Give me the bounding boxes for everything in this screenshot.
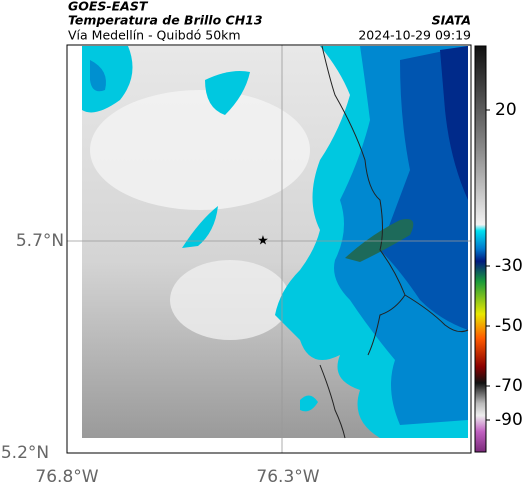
lat-label: 5.2°N (1, 443, 49, 463)
coastline (319, 45, 469, 439)
satellite-title: GOES-EAST (68, 0, 149, 14)
colorbar (474, 45, 487, 453)
map-frame (66, 44, 472, 454)
satellite-image (82, 46, 468, 438)
colorbar-tick-label: -30 (495, 256, 523, 276)
colorbar-tick-label: -90 (495, 410, 523, 430)
lon-label: 76.8°W (35, 467, 98, 487)
crosshair (67, 45, 471, 453)
product-title: Temperatura de Brillo CH13 (68, 13, 263, 28)
colorbar-tick-label: 20 (495, 100, 517, 120)
source-label: SIATA (432, 13, 471, 28)
lat-label: 5.7°N (16, 231, 64, 251)
colorbar-ticks: 20 -30 -50 -70 -90 (486, 100, 523, 430)
lon-label: 76.3°W (256, 467, 319, 487)
colorbar-tick-label: -50 (495, 316, 523, 336)
route-label: Vía Medellín - Quibdó 50km (68, 28, 241, 43)
location-marker: ★ (257, 234, 269, 249)
colorbar-tick-label: -70 (495, 376, 523, 396)
datetime-label: 2024-10-29 09:19 (358, 28, 471, 43)
